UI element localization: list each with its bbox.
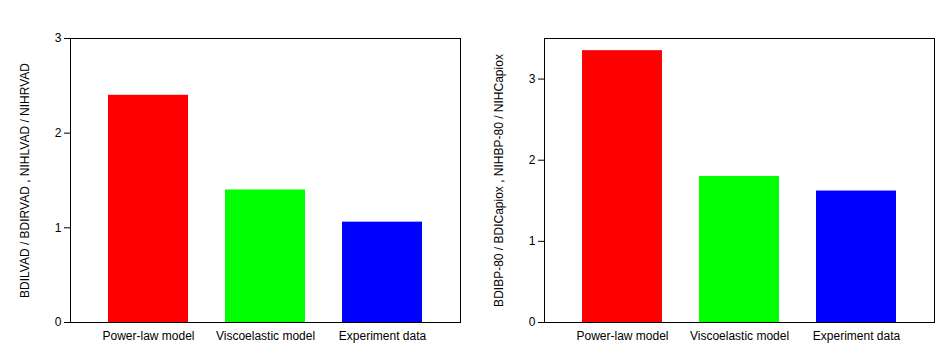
- svg-text:Viscoelastic model: Viscoelastic model: [690, 329, 789, 343]
- svg-text:Power-law model: Power-law model: [102, 329, 194, 343]
- svg-text:2: 2: [529, 153, 536, 167]
- svg-text:3: 3: [55, 31, 62, 45]
- svg-text:1: 1: [55, 221, 62, 235]
- svg-text:Experiment data: Experiment data: [813, 329, 901, 343]
- svg-text:3: 3: [529, 72, 536, 86]
- svg-text:Experiment data: Experiment data: [339, 329, 427, 343]
- svg-text:Viscoelastic model: Viscoelastic model: [216, 329, 315, 343]
- svg-text:BDIBP-80 / BDICapiox , NIHBP-8: BDIBP-80 / BDICapiox , NIHBP-80 / NIHCap…: [492, 54, 506, 307]
- svg-text:1: 1: [529, 234, 536, 248]
- svg-text:2: 2: [55, 126, 62, 140]
- svg-text:0: 0: [529, 315, 536, 329]
- svg-text:0: 0: [55, 315, 62, 329]
- svg-text:Power-law model: Power-law model: [576, 329, 668, 343]
- svg-text:BDILVAD / BDIRVAD , NIHLVAD /: BDILVAD / BDIRVAD , NIHLVAD / NIHRVAD: [18, 63, 32, 298]
